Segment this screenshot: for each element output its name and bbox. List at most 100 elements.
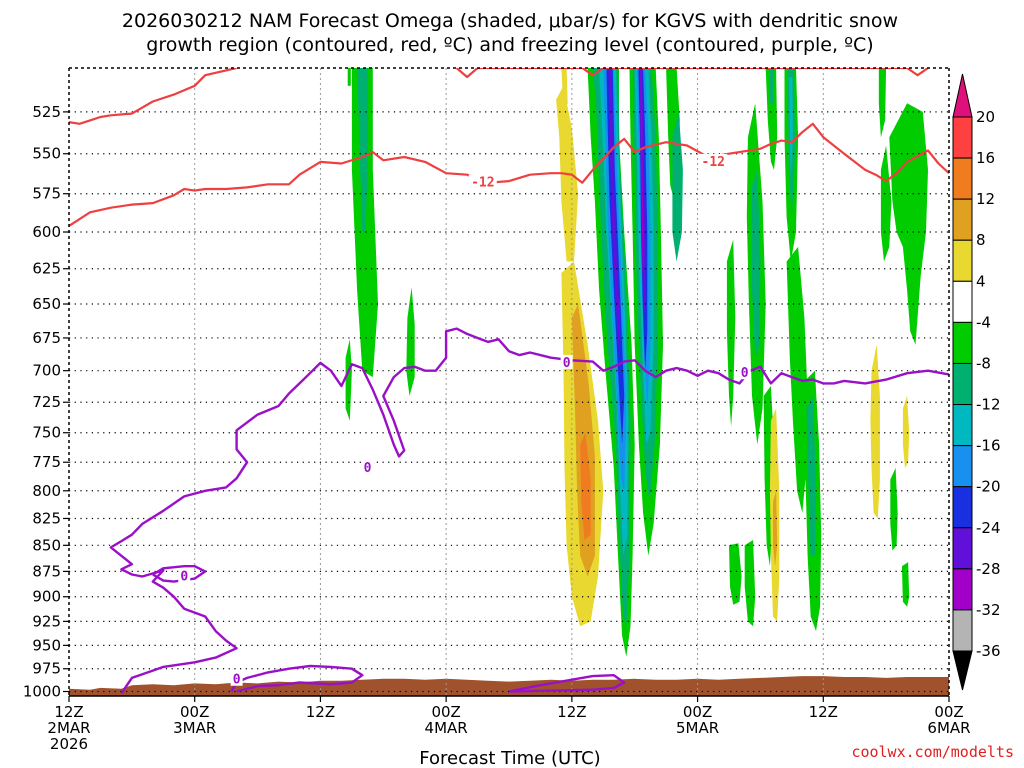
freezing-level-closed-2 <box>230 664 364 693</box>
omega-region-36 <box>806 396 816 556</box>
omega-region-40 <box>773 490 778 567</box>
omega-region-37 <box>729 543 742 605</box>
y-tick-label-725: 725 <box>32 393 61 411</box>
colorbar-band--12_-8 <box>952 362 973 406</box>
x-tick-label-36-0: 00Z <box>431 703 460 721</box>
dgz-upper-segment <box>455 68 929 79</box>
contour-label-bg-5 <box>560 354 573 369</box>
colorbar-band--36_-32 <box>952 609 973 652</box>
omega-region-47 <box>901 562 910 607</box>
x-tick-label-36-1: 4MAR <box>425 719 468 737</box>
omega-region-28 <box>768 68 774 104</box>
y-tick-label-875: 875 <box>32 562 61 580</box>
contour-label-1: -12 <box>702 155 725 170</box>
x-tick-label-84-1: 6MAR <box>927 719 970 737</box>
x-tick-label-0-0: 12Z <box>54 703 83 721</box>
colorbar-band-16_20 <box>952 116 973 159</box>
contour-label-bg-4 <box>230 671 243 686</box>
contour-label-3: 0 <box>180 570 188 585</box>
y-tick-label-850: 850 <box>32 536 61 554</box>
dgz-bottom-contour <box>69 122 949 227</box>
contour-label-5: 0 <box>563 356 571 371</box>
colorbar-label-12: -32 <box>976 601 1001 619</box>
dgz-top-contour <box>69 68 237 125</box>
omega-region-44 <box>870 344 880 519</box>
colorbar: 20 16 12 8 4 -4 -8 -12 -16 -20 -24 -28 -32 -36 <box>952 73 1001 691</box>
omega-region-22 <box>561 68 568 112</box>
x-tick-label-84-0: 00Z <box>934 703 963 721</box>
credit-text[interactable]: coolwx.com/modelts <box>851 743 1014 761</box>
chart-title-line-2: growth region (contoured, red, ºC) and f… <box>146 34 873 56</box>
colorbar-band--32_-28 <box>952 568 973 611</box>
contour-label-bg-1 <box>699 153 728 168</box>
colorbar-label-0: 20 <box>976 108 995 126</box>
chart-title: 2026030212 NAM Forecast Omega (shaded, μ… <box>122 10 898 56</box>
y-tick-label-825: 825 <box>32 509 61 527</box>
terrain-fill <box>69 676 949 696</box>
omega-region-38 <box>744 540 756 627</box>
terrain <box>69 676 949 696</box>
colorbar-label-13: -36 <box>976 642 1001 660</box>
x-tick-label-60-0: 00Z <box>683 703 712 721</box>
y-tick-label-1000: 1000 <box>23 683 61 701</box>
freezing-level-closed-3 <box>508 674 626 693</box>
y-tick-label-975: 975 <box>32 660 61 678</box>
colorbar-label-11: -28 <box>976 560 1001 578</box>
colorbar-band-8_12 <box>952 198 973 241</box>
y-tick-label-800: 800 <box>32 482 61 500</box>
omega-region-1 <box>357 68 368 232</box>
colorbar-label-2: 12 <box>976 190 995 208</box>
colorbar-label-10: -24 <box>976 519 1001 537</box>
omega-region-32 <box>726 239 736 427</box>
chart-title-line-1: 2026030212 NAM Forecast Omega (shaded, μ… <box>122 10 898 32</box>
x-tick-label-0-2: 2026 <box>50 735 88 753</box>
y-tick-label-750: 750 <box>32 424 61 442</box>
y-tick-label-600: 600 <box>32 223 61 241</box>
x-tick-label-48-0: 12Z <box>557 703 586 721</box>
omega-region-31 <box>789 77 793 178</box>
x-tick-label-72-0: 12Z <box>809 703 838 721</box>
contour-label-bg-0 <box>468 174 497 189</box>
contours: -12 -12 0 0 0 0 0 <box>69 68 949 694</box>
x-tick-label-24-0: 12Z <box>306 703 335 721</box>
plot-frame <box>68 67 950 697</box>
colorbar-label-5: -4 <box>976 313 991 331</box>
colorbar-band--8_-4 <box>952 321 973 364</box>
y-tick-label-675: 675 <box>32 329 61 347</box>
y-tick-label-775: 775 <box>32 453 61 471</box>
freezing-level-contour <box>109 327 949 694</box>
contour-label-4: 0 <box>233 673 241 688</box>
contour-label-0: -12 <box>471 176 494 191</box>
colorbar-top-arrow <box>952 73 973 118</box>
omega-shading <box>345 68 928 657</box>
y-tick-label-900: 900 <box>32 588 61 606</box>
omega-region-45 <box>902 396 910 468</box>
colorbar-band--24_-20 <box>952 486 973 529</box>
omega-region-4 <box>347 68 351 86</box>
omega-region-8 <box>580 432 591 540</box>
colorbar-band--4_4 <box>952 280 973 323</box>
colorbar-label-1: 16 <box>976 149 995 167</box>
contour-label-6: 0 <box>741 366 749 381</box>
omega-region-26 <box>752 169 761 358</box>
colorbar-label-8: -16 <box>976 437 1001 455</box>
omega-region-2 <box>345 339 352 421</box>
omega-region-43 <box>878 68 887 138</box>
colorbar-band--28_-24 <box>952 527 973 570</box>
y-tick-label-550: 550 <box>32 145 61 163</box>
contour-label-bg-2 <box>361 460 374 475</box>
colorbar-label-7: -12 <box>976 396 1001 414</box>
colorbar-label-3: 8 <box>976 231 986 249</box>
colorbar-band-12_16 <box>952 157 973 200</box>
y-tick-label-950: 950 <box>32 636 61 654</box>
y-tick-label-925: 925 <box>32 612 61 630</box>
contour-label-bg-6 <box>738 365 751 380</box>
colorbar-label-4: 4 <box>976 272 986 290</box>
x-tick-label-12-1: 3MAR <box>173 719 216 737</box>
x-tick-label-12-0: 00Z <box>180 703 209 721</box>
omega-region-21 <box>640 68 644 276</box>
y-tick-label-650: 650 <box>32 295 61 313</box>
colorbar-bottom-arrow <box>952 650 973 691</box>
